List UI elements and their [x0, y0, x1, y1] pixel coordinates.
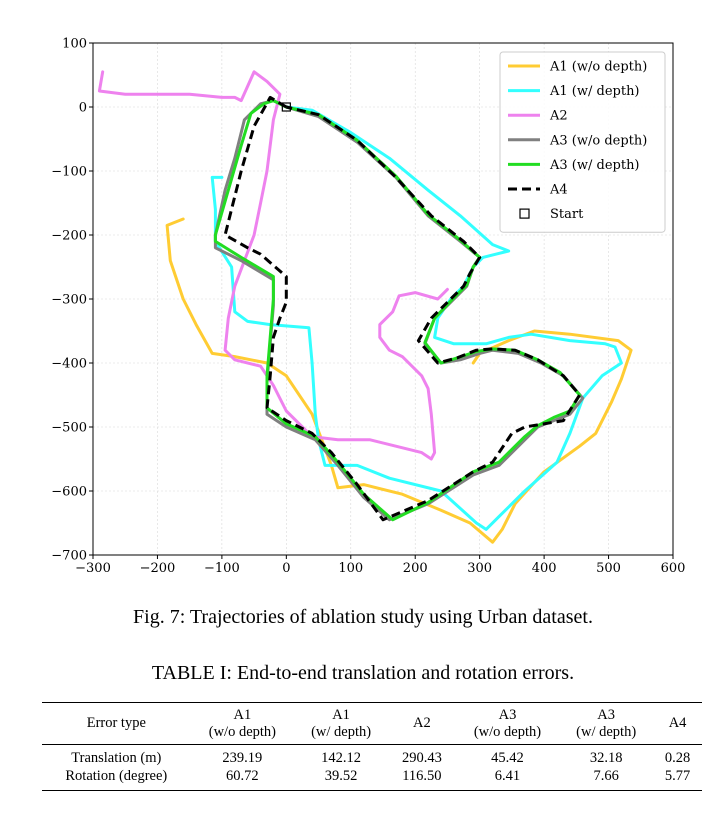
x-tick-label: 0 [282, 561, 290, 576]
header-error-type: Error type [86, 715, 146, 732]
y-tick-label: −100 [51, 165, 87, 180]
header-a4: A4 [668, 715, 687, 732]
table-cell: 6.41 [494, 767, 521, 784]
table-row-translation: Translation (m) 239.19 142.12 290.43 45.… [42, 745, 702, 768]
x-tick-label: −200 [140, 561, 176, 576]
row-label: Rotation (degree) [65, 767, 168, 784]
figure-caption: Fig. 7: Trajectories of ablation study u… [133, 606, 593, 628]
legend-label: A3 (w/ depth) [549, 158, 640, 173]
header-a3-w-depth: A3 (w/ depth) [576, 707, 637, 740]
legend-start-marker [519, 208, 530, 219]
header-a1-wo-depth: A1 (w/o depth) [208, 707, 276, 740]
legend-box [499, 51, 666, 233]
x-tick-label: 100 [338, 561, 363, 576]
table-cell: 32.18 [589, 750, 623, 767]
table-cell: 5.77 [664, 767, 691, 784]
series-line-2 [97, 70, 449, 461]
x-tick-label: 400 [532, 561, 557, 576]
y-tick-label: −400 [51, 357, 87, 372]
x-tick-label: 300 [467, 561, 492, 576]
start-marker [281, 102, 291, 112]
row-label: Translation (m) [71, 750, 162, 767]
legend-label: A4 [549, 183, 568, 198]
y-tick-label: −200 [51, 229, 87, 244]
x-tick-label: −300 [75, 561, 111, 576]
header-a2: A2 [413, 715, 431, 732]
x-tick-label: −100 [204, 561, 240, 576]
table-caption: TABLE I: End-to-end translation and rota… [151, 662, 575, 684]
table-cell: 239.19 [222, 750, 263, 767]
table-cell: 7.66 [593, 767, 619, 784]
header-a3-wo-depth: A3 (w/o depth) [473, 707, 542, 740]
table-cell: 290.43 [401, 750, 442, 767]
legend-label: A1 (w/ depth) [549, 84, 640, 99]
legend-label: Start [550, 207, 584, 222]
series-line-5 [223, 95, 582, 522]
legend-label: A2 [549, 109, 568, 124]
table-cell: 142.12 [321, 750, 361, 767]
table-cell: 39.52 [324, 767, 358, 784]
x-tick-label: 500 [596, 561, 621, 576]
y-tick-label: −500 [51, 421, 87, 436]
table-row-rotation: Rotation (degree) 60.72 39.52 116.50 6.4… [42, 768, 702, 791]
y-tick-label: −300 [51, 293, 87, 308]
table-cell: 0.28 [664, 750, 691, 767]
y-tick-label: −600 [51, 485, 87, 500]
legend: A1 (w/o depth) A1 (w/ depth) A2 A3 (w/o dep… [499, 51, 666, 233]
y-tick-label: 100 [62, 37, 87, 52]
header-a1-w-depth: A1 (w/ depth) [311, 707, 372, 740]
table-cell: 60.72 [226, 767, 259, 784]
trajectory-chart: −300 −200 −100 0 100 200 300 400 500 600 100 0 −100 −… [51, 37, 685, 577]
series-line-0 [165, 217, 633, 544]
axis-ticks: −300 −200 −100 0 100 200 300 400 500 600 100 0 −100 −… [51, 37, 685, 577]
y-tick-label: −700 [51, 549, 87, 564]
x-tick-label: 200 [403, 561, 428, 576]
table-header-row: Error type A1 (w/o depth) A1 (w/ depth) A2… [42, 702, 702, 745]
table-cell: 45.42 [491, 750, 524, 767]
legend-label: A3 (w/o depth) [549, 133, 647, 148]
trajectory-lines [97, 70, 633, 544]
results-table: Error type A1 (w/o depth) A1 (w/ depth) A2… [42, 702, 702, 791]
y-tick-label: 0 [79, 101, 87, 116]
x-tick-label: 600 [661, 561, 686, 576]
legend-label: A1 (w/o depth) [549, 60, 647, 75]
series-line-1 [210, 105, 623, 531]
table-cell: 116.50 [402, 767, 442, 784]
